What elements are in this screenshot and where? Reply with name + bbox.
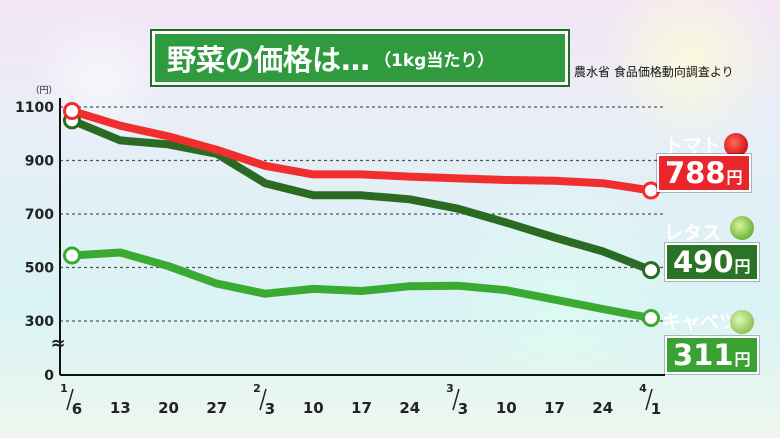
series-line-tomato [68, 107, 655, 195]
x-tick-label: 17 [544, 399, 565, 417]
value-badge-cabbage: 311 円 [665, 336, 759, 374]
data-point-cabbage [63, 246, 81, 265]
value-lettuce: 490 [673, 245, 734, 279]
x-tick-label: 27 [206, 399, 227, 417]
series-line-cabbage [68, 248, 655, 323]
unit-tomato: 円 [726, 168, 743, 187]
value-badge-lettuce: 490 円 [665, 243, 759, 281]
y-tick-label: 0 [44, 368, 54, 384]
chart-title-box: 野菜の価格は… （1kg当たり） [152, 31, 568, 85]
series-name-tomato: トマト [664, 135, 722, 157]
data-point-lettuce [642, 261, 660, 280]
x-tick-slash [645, 388, 653, 411]
x-tick-label: 24 [399, 399, 420, 417]
value-cabbage: 311 [673, 338, 734, 372]
lettuce-icon [730, 216, 754, 240]
y-tick-label: 900 [25, 154, 54, 170]
x-tick-month: 3 [446, 382, 454, 395]
x-tick-label: 20 [158, 399, 179, 417]
cabbage-icon [730, 310, 754, 334]
x-tick-label: 17 [351, 399, 372, 417]
tomato-icon [724, 133, 748, 157]
x-tick-day: 6 [72, 400, 82, 418]
x-tick-day: 3 [265, 400, 275, 418]
y-tick-label: 500 [25, 261, 54, 277]
x-tick-month: 4 [639, 382, 647, 395]
y-axis-break: ≈ [50, 333, 65, 354]
y-axis-unit: （円） [30, 85, 57, 96]
value-tomato: 788 [665, 156, 726, 190]
chart-title: 野菜の価格は… [167, 43, 371, 77]
data-point-tomato [63, 102, 81, 121]
x-tick-day: 1 [651, 400, 661, 418]
x-tick-label: 24 [592, 399, 613, 417]
x-tick-label: 10 [303, 399, 324, 417]
x-tick-slash [452, 388, 460, 411]
x-tick-label: 13 [110, 399, 131, 417]
unit-cabbage: 円 [734, 350, 751, 369]
unit-lettuce: 円 [734, 257, 751, 276]
chart-title-sub: （1kg当たり） [374, 50, 495, 71]
x-tick-label: 10 [496, 399, 517, 417]
y-tick-label: 1100 [15, 100, 54, 116]
series-name-cabbage: キャベツ [662, 311, 739, 333]
data-point-cabbage [642, 309, 660, 328]
x-tick-slash [259, 388, 267, 411]
series-line-lettuce [68, 116, 655, 275]
y-tick-label: 700 [25, 207, 54, 223]
y-tick-label: 300 [25, 314, 54, 330]
x-tick-month: 2 [253, 382, 261, 395]
x-tick-slash [66, 388, 74, 411]
x-tick-month: 1 [60, 382, 68, 395]
x-tick-day: 3 [458, 400, 468, 418]
value-badge-tomato: 788 円 [657, 154, 751, 192]
series-name-lettuce: レタス [664, 222, 722, 244]
source-note: 農水省 食品価格動向調査より [574, 65, 734, 79]
